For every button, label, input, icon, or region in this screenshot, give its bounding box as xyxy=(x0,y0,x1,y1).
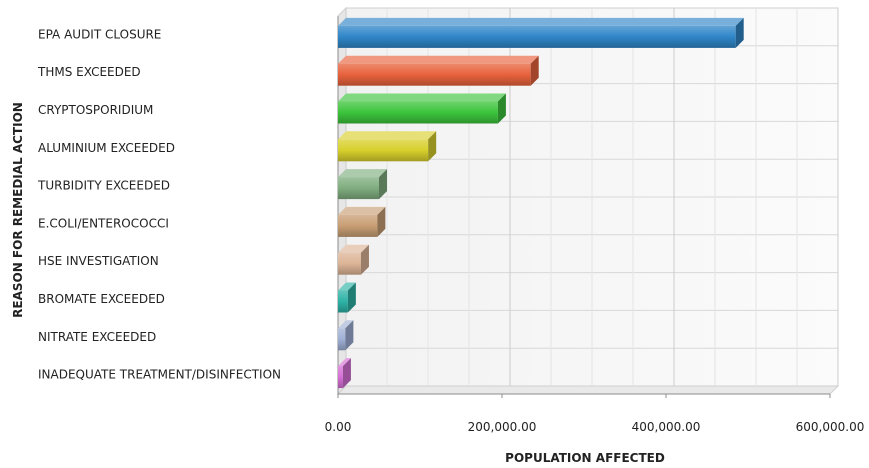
bar-front-face xyxy=(338,252,361,275)
bar-9 xyxy=(338,320,354,351)
bar-end-face xyxy=(497,93,506,124)
bar-front-face xyxy=(338,328,346,351)
bar-8 xyxy=(338,282,356,313)
bar-top-face xyxy=(338,282,356,291)
category-label: TURBIDITY EXCEEDED xyxy=(37,179,170,193)
bars xyxy=(338,17,744,389)
category-label: BROMATE EXCEEDED xyxy=(38,292,165,306)
bar-end-face xyxy=(342,358,351,389)
y-axis-title: REASON FOR REMEDIAL ACTION xyxy=(11,102,25,318)
category-label: EPA AUDIT CLOSURE xyxy=(38,27,161,41)
category-labels: EPA AUDIT CLOSURE THMS EXCEEDED CRYPTOSPOR… xyxy=(37,27,281,381)
bar-top-face xyxy=(338,93,506,102)
x-tick-label: 0.00 xyxy=(325,420,352,434)
bar-end-face xyxy=(360,244,369,275)
bar-1 xyxy=(338,17,744,48)
bar-end-face xyxy=(379,169,387,200)
bar-5 xyxy=(338,169,387,200)
bar-front-face xyxy=(338,290,348,313)
bar-end-face xyxy=(735,17,744,48)
bar-10 xyxy=(338,358,351,389)
bar-front-face xyxy=(338,25,736,48)
bar-top-face xyxy=(338,244,369,253)
bar-4 xyxy=(338,131,437,162)
bar-top-face xyxy=(338,131,437,140)
category-label: NITRATE EXCEEDED xyxy=(38,330,156,344)
bar-front-face xyxy=(338,214,378,237)
category-label: THMS EXCEEDED xyxy=(37,65,141,79)
bar-top-face xyxy=(338,169,387,178)
category-label: CRYPTOSPORIDIUM xyxy=(38,103,153,117)
x-tick-labels: 0.00 200,000.00 400,000.00 600,000.00 xyxy=(325,394,865,434)
bar-end-face xyxy=(530,55,539,86)
bar-2 xyxy=(338,55,539,86)
category-label: E.COLI/ENTEROCOCCI xyxy=(38,216,169,230)
category-label: HSE INVESTIGATION xyxy=(38,254,159,268)
bar-end-face xyxy=(347,282,356,313)
bar-end-face xyxy=(428,131,437,162)
bar-7 xyxy=(338,244,369,275)
x-axis-title: POPULATION AFFECTED xyxy=(505,451,665,465)
x-tick-label: 200,000.00 xyxy=(468,420,537,434)
bar-top-face xyxy=(338,17,744,26)
category-label: ALUMINIUM EXCEEDED xyxy=(38,141,175,155)
bar-front-face xyxy=(338,139,429,162)
bar-front-face xyxy=(338,101,498,124)
category-label: INADEQUATE TREATMENT/DISINFECTION xyxy=(38,368,281,382)
bar-3 xyxy=(338,93,506,124)
x-tick-label: 600,000.00 xyxy=(796,420,865,434)
bar-top-face xyxy=(338,206,386,215)
bar-top-face xyxy=(338,55,539,64)
bar-6 xyxy=(338,206,386,237)
x-tick-label: 400,000.00 xyxy=(632,420,701,434)
bar-top-face xyxy=(338,358,351,367)
bar-top-face xyxy=(338,320,354,329)
bar-end-face xyxy=(377,206,386,237)
bar-front-face xyxy=(338,177,379,200)
bar-front-face xyxy=(338,63,531,86)
bar-end-face xyxy=(345,320,354,351)
bar-front-face xyxy=(338,366,343,389)
